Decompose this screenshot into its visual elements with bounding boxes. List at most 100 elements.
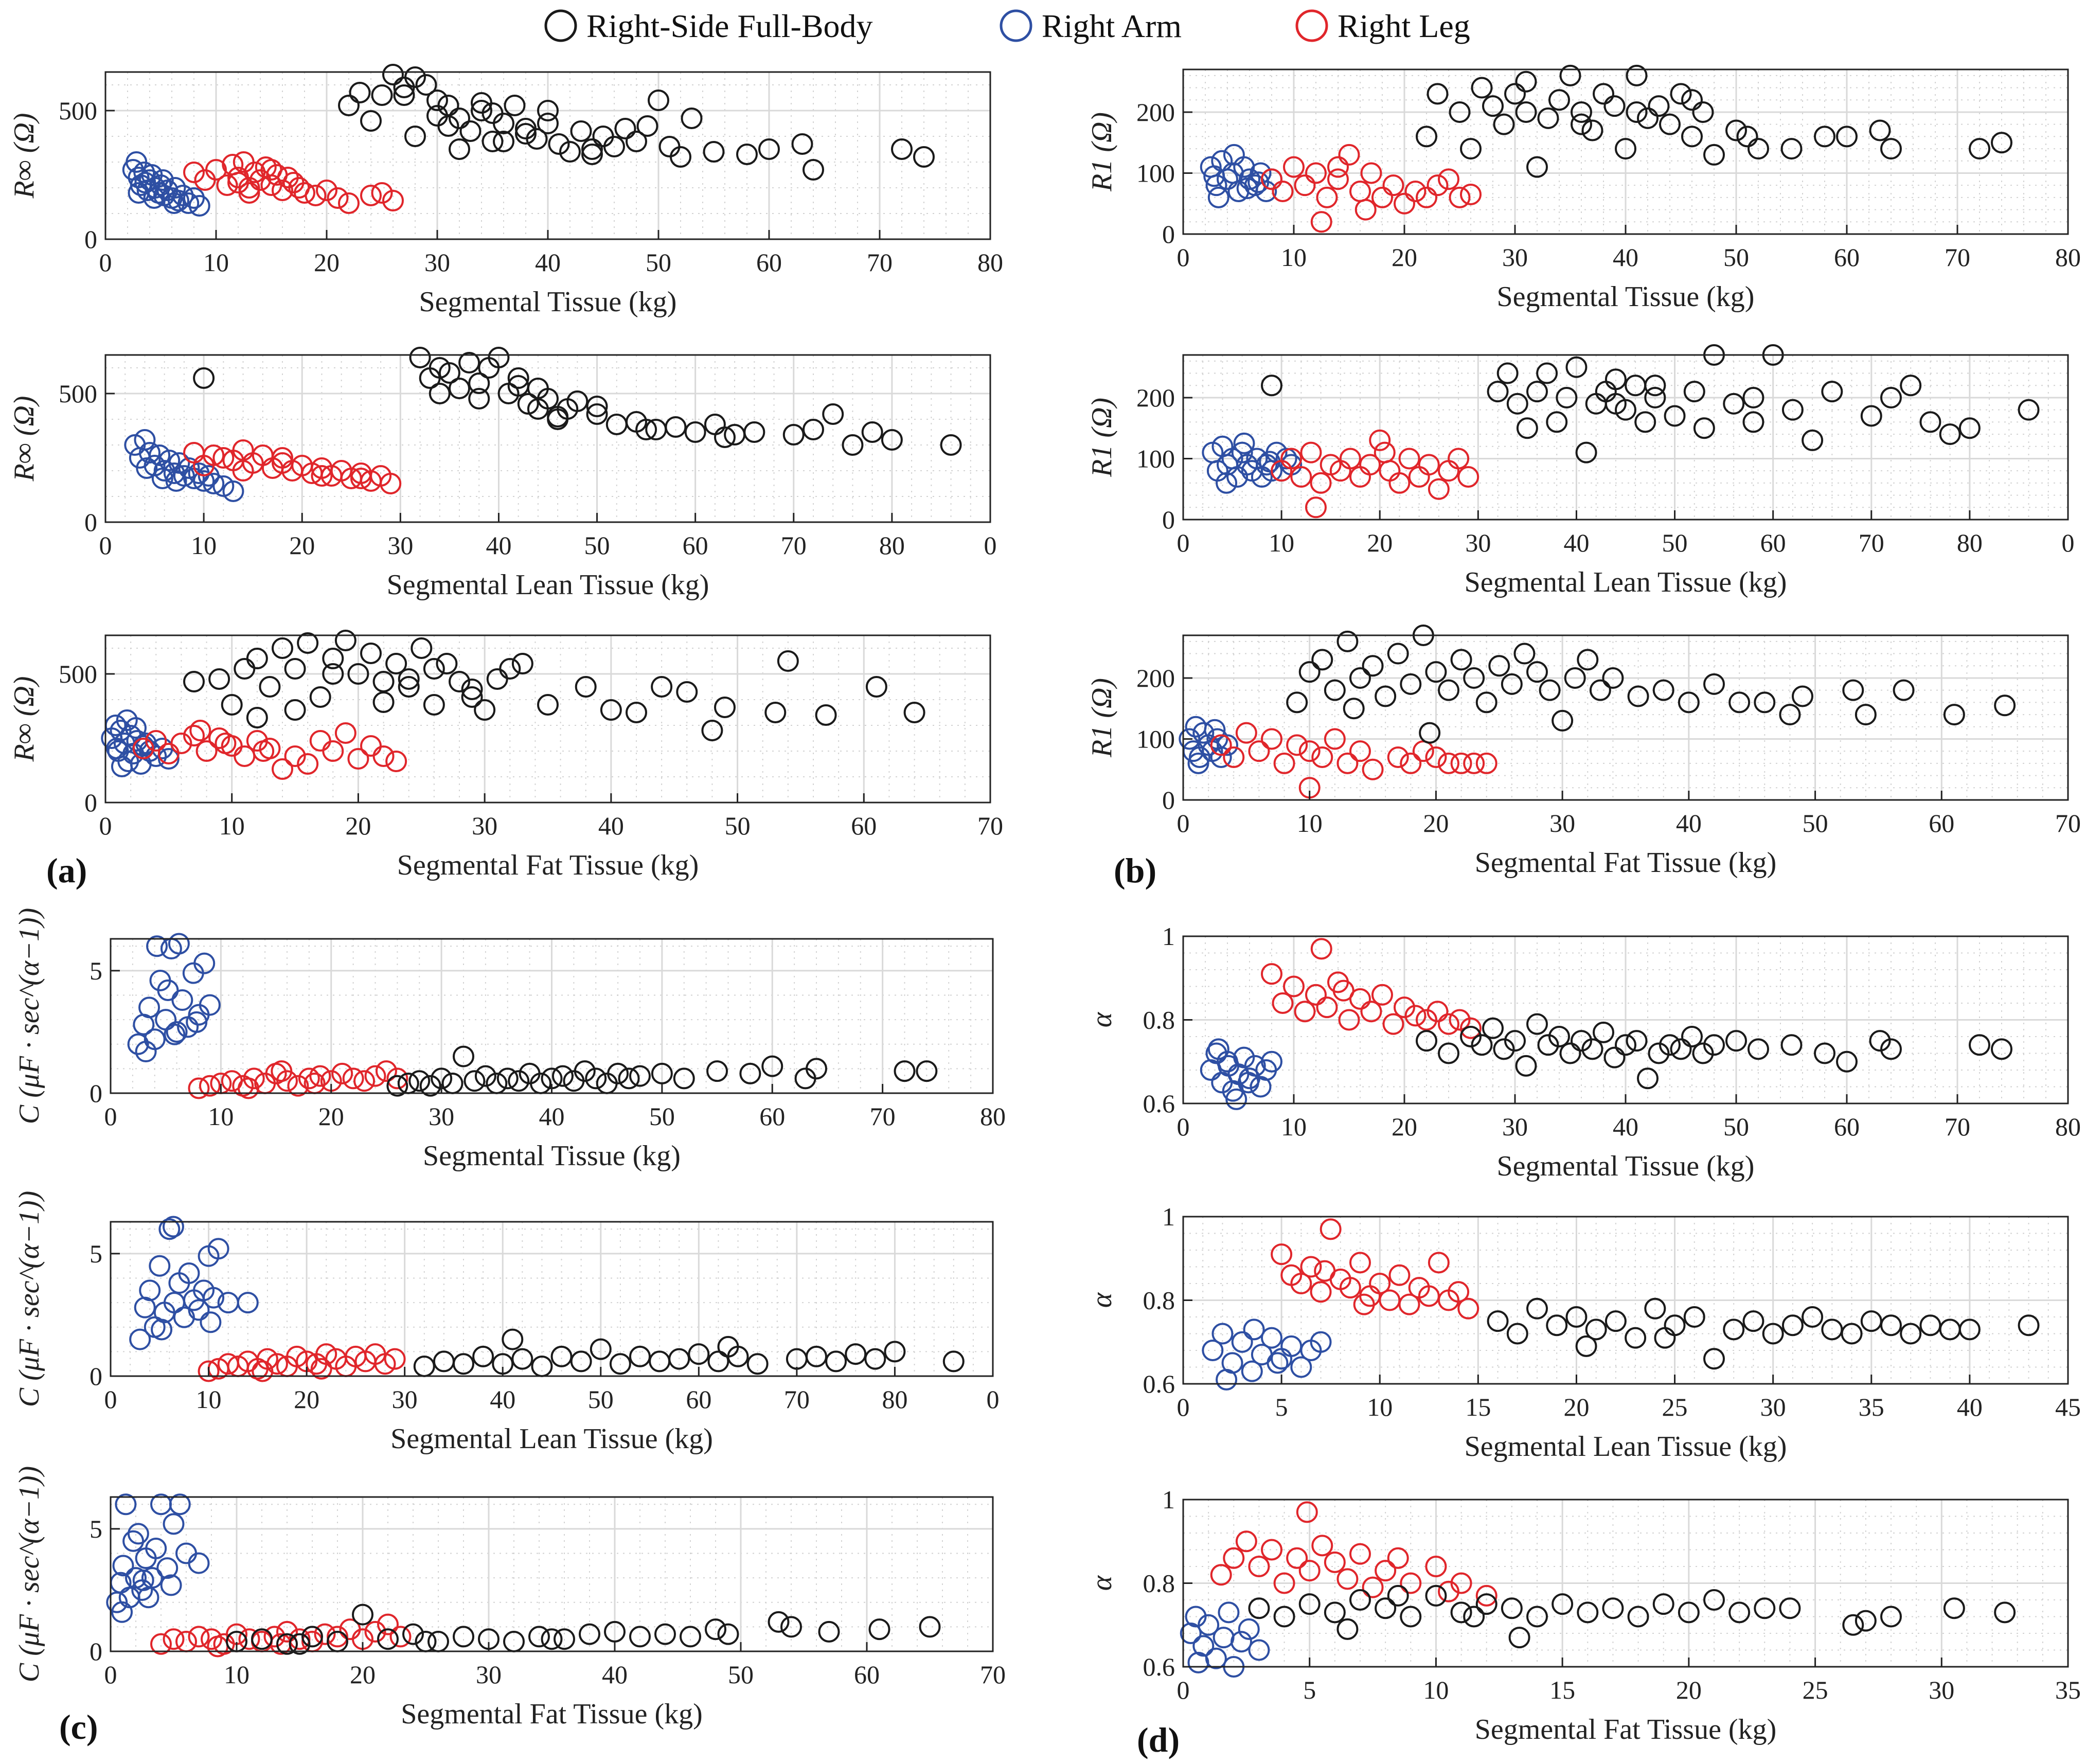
point-right-side-full-body bbox=[629, 1345, 651, 1367]
point-right-side-full-body bbox=[1438, 679, 1459, 701]
point-right-side-full-body bbox=[449, 671, 470, 692]
x-axis-label: Segmental Fat Tissue (kg) bbox=[397, 849, 699, 881]
point-right-arm bbox=[151, 1318, 173, 1341]
point-right-side-full-body bbox=[386, 1075, 408, 1097]
point-right-side-full-body bbox=[1416, 126, 1437, 148]
point-right-side-full-body bbox=[1943, 1597, 1965, 1619]
point-right-side-full-body bbox=[1654, 1327, 1676, 1349]
point-right-side-full-body bbox=[1994, 694, 2016, 717]
y-tick-label: 0 bbox=[84, 508, 97, 537]
point-right-side-full-body bbox=[1703, 1589, 1725, 1611]
x-tick-label: 10 bbox=[224, 1660, 249, 1689]
point-right-leg bbox=[1336, 1568, 1359, 1590]
panel-label-b: (b) bbox=[1114, 851, 1156, 890]
point-right-side-full-body bbox=[463, 1070, 486, 1092]
point-right-side-full-body bbox=[554, 1628, 575, 1650]
x-axis-label: Segmental Fat Tissue (kg) bbox=[1475, 1714, 1776, 1745]
point-right-arm bbox=[1267, 1352, 1289, 1374]
point-right-side-full-body bbox=[1880, 138, 1902, 160]
x-tick-label: 60 bbox=[759, 1102, 785, 1131]
x-tick-label: 70 bbox=[1945, 1112, 1970, 1141]
point-right-leg bbox=[1427, 1001, 1449, 1023]
point-right-arm bbox=[1207, 1038, 1229, 1060]
point-right-side-full-body bbox=[604, 1620, 626, 1643]
point-right-arm bbox=[1217, 734, 1238, 756]
point-right-leg bbox=[1349, 1252, 1371, 1274]
point-right-leg bbox=[1398, 448, 1420, 470]
point-right-side-full-body bbox=[1593, 83, 1614, 105]
point-right-side-full-body bbox=[736, 144, 758, 165]
y-axis-label: α bbox=[1086, 1011, 1118, 1027]
point-right-side-full-body bbox=[574, 1060, 596, 1082]
point-right-arm bbox=[1218, 1055, 1240, 1077]
point-right-arm bbox=[1205, 1042, 1227, 1064]
point-right-side-full-body bbox=[1725, 1030, 1747, 1052]
point-right-side-full-body bbox=[322, 648, 344, 669]
point-right-side-full-body bbox=[284, 699, 306, 721]
point-right-side-full-body bbox=[1400, 673, 1422, 695]
x-tick-label: 0 bbox=[1177, 1112, 1190, 1141]
point-right-leg bbox=[1310, 211, 1332, 233]
series-right-leg bbox=[1271, 1218, 1479, 1320]
x-axis-label: Segmental Tissue (kg) bbox=[423, 1140, 681, 1172]
point-right-leg bbox=[1327, 168, 1349, 190]
point-right-leg bbox=[1353, 1293, 1375, 1315]
point-right-side-full-body bbox=[441, 1072, 463, 1094]
point-right-leg bbox=[189, 720, 211, 741]
point-right-side-full-body bbox=[1504, 83, 1526, 105]
point-right-leg bbox=[253, 740, 275, 762]
point-right-leg bbox=[1408, 466, 1430, 488]
point-right-side-full-body bbox=[651, 1062, 673, 1084]
point-right-side-full-body bbox=[472, 1345, 494, 1367]
point-right-leg bbox=[1223, 1547, 1245, 1569]
point-right-arm bbox=[1236, 177, 1258, 200]
point-right-leg bbox=[305, 185, 327, 206]
point-right-leg bbox=[364, 1620, 386, 1643]
point-right-leg bbox=[372, 745, 395, 767]
y-tick-label: 500 bbox=[59, 379, 97, 408]
point-right-leg bbox=[316, 180, 337, 201]
point-right-leg bbox=[256, 1348, 278, 1370]
point-right-leg bbox=[1294, 174, 1316, 197]
legend-marker-right-arm bbox=[1000, 9, 1032, 42]
point-right-side-full-body bbox=[1375, 1597, 1397, 1619]
x-axis-label: Segmental Tissue (kg) bbox=[1497, 281, 1755, 313]
point-right-arm bbox=[188, 195, 210, 217]
x-tick-label: 50 bbox=[725, 811, 751, 840]
point-right-side-full-body bbox=[1780, 1034, 1803, 1056]
point-right-leg bbox=[1359, 454, 1381, 476]
point-right-arm bbox=[1216, 1368, 1238, 1391]
point-right-side-full-body bbox=[1841, 1323, 1863, 1345]
point-right-arm bbox=[1179, 728, 1201, 750]
point-right-side-full-body bbox=[1736, 126, 1758, 148]
point-right-leg bbox=[1310, 1281, 1332, 1303]
x-tick-label: 30 bbox=[429, 1102, 454, 1131]
point-right-leg bbox=[1382, 174, 1404, 197]
point-right-side-full-body bbox=[1670, 83, 1692, 105]
point-right-side-full-body bbox=[1627, 685, 1649, 707]
point-right-side-full-body bbox=[842, 434, 864, 456]
y-tick-label: 500 bbox=[59, 660, 97, 688]
point-right-side-full-body bbox=[1552, 709, 1574, 732]
point-right-side-full-body bbox=[590, 1338, 612, 1360]
y-tick-label: 500 bbox=[59, 96, 97, 125]
point-right-leg bbox=[238, 177, 260, 199]
point-right-side-full-body bbox=[575, 676, 597, 698]
x-tick-label: 10 bbox=[1281, 1112, 1307, 1141]
point-right-side-full-body bbox=[1781, 1314, 1804, 1337]
point-right-side-full-body bbox=[1958, 417, 1981, 439]
point-right-leg bbox=[1416, 1009, 1437, 1031]
point-right-side-full-body bbox=[459, 120, 482, 142]
point-right-side-full-body bbox=[1602, 667, 1624, 689]
point-right-side-full-body bbox=[1703, 673, 1725, 695]
point-right-side-full-body bbox=[496, 1067, 519, 1090]
point-right-arm bbox=[115, 1493, 137, 1516]
x-tick-label: 50 bbox=[649, 1102, 675, 1131]
point-right-leg bbox=[276, 1620, 298, 1643]
point-right-side-full-body bbox=[193, 367, 215, 389]
point-right-side-full-body bbox=[1515, 101, 1537, 123]
x-tick-label: 35 bbox=[2055, 1676, 2081, 1704]
point-right-arm bbox=[1198, 1614, 1220, 1636]
point-right-side-full-body bbox=[1515, 1055, 1537, 1077]
point-right-arm bbox=[1243, 1318, 1265, 1341]
